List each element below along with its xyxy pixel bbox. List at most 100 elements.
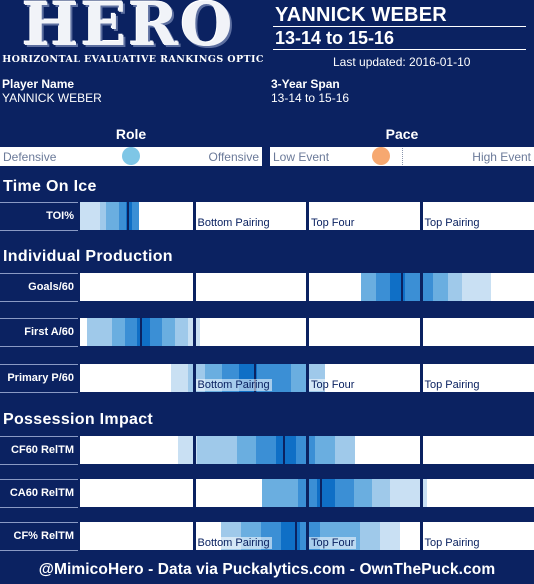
tier-divider	[419, 522, 423, 550]
tier-divider	[192, 436, 196, 464]
row-label: CF% RelTM	[0, 522, 78, 551]
tier-divider	[306, 318, 309, 346]
hero-logo: HERO HORIZONTAL EVALUATIVE RANKINGS OPTI…	[2, 0, 264, 72]
range-segment	[261, 479, 280, 507]
tier-divider	[192, 479, 196, 507]
tier-divider	[419, 479, 423, 507]
tier-divider	[306, 436, 309, 464]
logo-word: HERO	[22, 0, 235, 60]
range-segment	[99, 202, 107, 230]
range-segment	[408, 479, 428, 507]
metric-track: Bottom Pairing Top Four Top Pairing	[80, 364, 534, 392]
range-segment	[273, 364, 291, 392]
pace-left-label: Low Event	[273, 150, 330, 164]
range-segment	[106, 202, 113, 230]
range-segment	[124, 318, 138, 346]
row-label: Goals/60	[0, 273, 78, 302]
footer-credits: @MimicoHero - Data via Puckalytics.com -…	[38, 561, 496, 578]
tier-divider	[419, 436, 423, 464]
row-label: CF60 RelTM	[0, 436, 78, 465]
median-marker	[126, 202, 129, 230]
tier-label: Top Pairing	[422, 537, 482, 549]
tier-divider	[419, 318, 423, 346]
metric-track	[80, 273, 534, 301]
median-marker	[140, 318, 143, 346]
range-segment	[462, 273, 477, 301]
range-segment	[162, 318, 176, 346]
range-segment	[372, 479, 391, 507]
role-heading: Role	[115, 126, 147, 142]
range-segment	[256, 436, 276, 464]
median-marker	[253, 364, 256, 392]
range-segment	[476, 273, 491, 301]
span-label: 3-Year Span	[271, 77, 340, 91]
tier-divider	[306, 364, 309, 392]
title-divider	[273, 49, 526, 50]
tier-label: Bottom Pairing	[195, 379, 272, 391]
tier-divider	[419, 273, 423, 301]
section-title: Time On Ice	[3, 178, 97, 195]
row-label: Primary P/60	[0, 364, 78, 393]
range-segment	[375, 273, 391, 301]
range-segment	[125, 202, 133, 230]
range-segment	[132, 202, 139, 230]
tier-divider	[192, 273, 196, 301]
metric-track	[80, 436, 534, 464]
range-segment	[433, 273, 448, 301]
row-label: First A/60	[0, 318, 78, 347]
tier-label: Top Pairing	[422, 217, 482, 229]
span-value: 13-14 to 15-16	[271, 91, 350, 105]
range-segment	[390, 479, 409, 507]
range-segment	[334, 436, 355, 464]
metric-track: Bottom Pairing Top Four Top Pairing	[80, 202, 534, 230]
role-slider: Defensive Offensive	[0, 147, 262, 166]
role-right-label: Offensive	[208, 150, 259, 164]
range-segment	[112, 318, 125, 346]
range-segment	[360, 522, 381, 550]
player-name-value: YANNICK WEBER	[2, 91, 102, 105]
range-segment	[86, 318, 100, 346]
metric-track: Bottom Pairing Top Four Top Pairing	[80, 522, 534, 550]
range-segment	[404, 273, 419, 301]
range-segment	[380, 522, 401, 550]
row-label: TOI%	[0, 202, 78, 231]
range-segment	[170, 364, 188, 392]
pace-heading: Pace	[385, 126, 419, 142]
median-marker	[294, 522, 297, 550]
tier-label: Top Pairing	[422, 379, 482, 391]
range-segment	[280, 522, 301, 550]
span-title: 13-14 to 15-16	[275, 28, 395, 48]
pace-right-label: High Event	[472, 150, 531, 164]
range-segment	[295, 436, 316, 464]
tier-divider	[419, 202, 423, 230]
tier-divider	[192, 522, 196, 550]
tier-divider	[192, 318, 196, 346]
range-segment	[275, 436, 296, 464]
tier-label: Bottom Pairing	[195, 217, 272, 229]
tier-label: Top Four	[309, 217, 357, 229]
range-segment	[119, 202, 126, 230]
range-segment	[177, 436, 198, 464]
tier-label: Top Four	[309, 379, 357, 391]
range-segment	[86, 202, 94, 230]
range-segment	[149, 318, 163, 346]
range-segment	[315, 436, 335, 464]
pace-midline	[402, 148, 403, 165]
range-segment	[99, 318, 113, 346]
range-segment	[335, 479, 354, 507]
range-segment	[93, 202, 100, 230]
range-segment	[216, 436, 237, 464]
range-segment	[197, 436, 217, 464]
range-segment	[390, 273, 405, 301]
pace-slider: Low Event High Event	[270, 147, 534, 166]
range-segment	[361, 273, 376, 301]
role-dot	[122, 147, 140, 165]
median-marker	[319, 479, 322, 507]
logo-subtitle: HORIZONTAL EVALUATIVE RANKINGS OPTIC	[2, 54, 264, 65]
range-segment	[280, 479, 299, 507]
section-title: Possession Impact	[3, 411, 154, 428]
tier-divider	[192, 364, 196, 392]
row-label: CA60 RelTM	[0, 479, 78, 508]
median-marker	[283, 436, 286, 464]
range-segment	[418, 273, 434, 301]
